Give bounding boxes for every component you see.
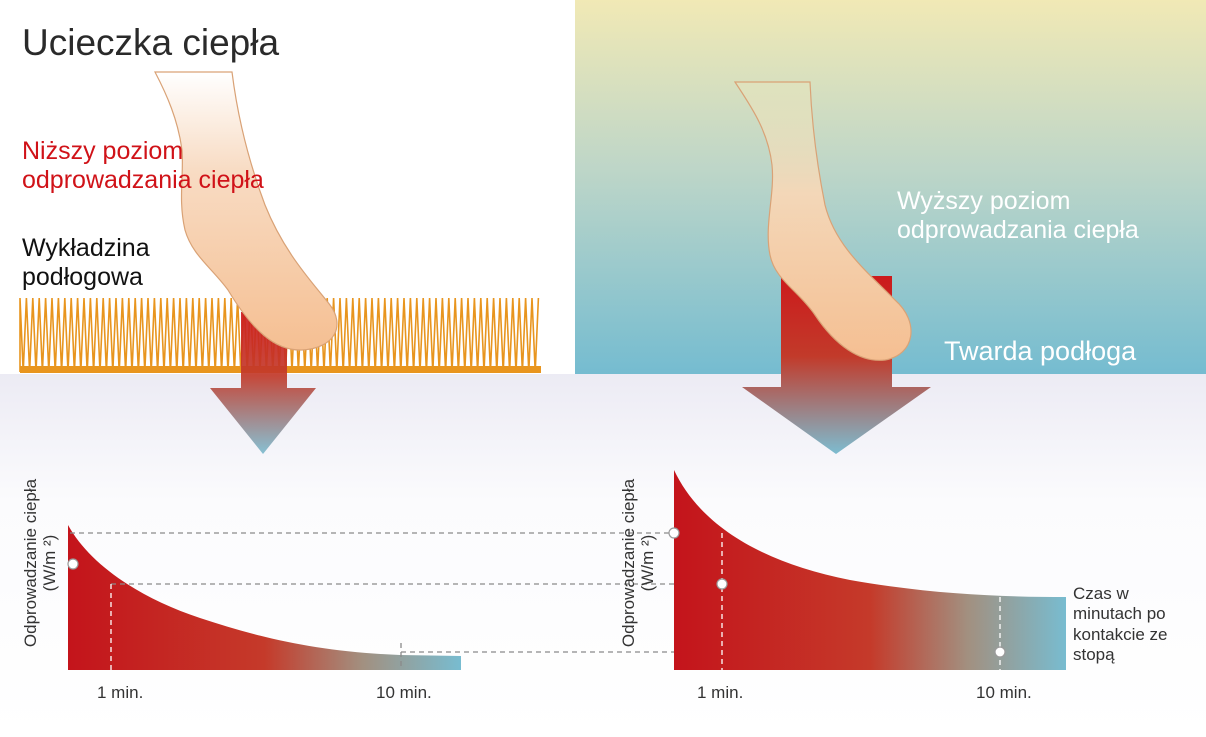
lower-background (0, 374, 1206, 737)
chart-left-y-label-line-1: Odprowadzanie ciepła (21, 478, 40, 648)
time-axis-label: Czas w minutach po kontakcie ze stopą (1073, 584, 1193, 666)
carpet-label: Wykładzina podłogowa (22, 234, 150, 292)
chart-right-point-10min (994, 646, 1006, 658)
heat-arrow-left (210, 312, 316, 454)
chart-right-tick-10min: 10 min. (976, 683, 1032, 702)
foot-left-illustration (154, 71, 338, 351)
higher-heat-loss-label: Wyższy poziom odprowadzania ciepła (897, 187, 1139, 245)
lower-heat-loss-label: Niższy poziom odprowadzania ciepła (22, 137, 264, 195)
diagram-title: Ucieczka ciepła (22, 22, 280, 63)
higher-heat-loss-line-1: Wyższy poziom (897, 187, 1071, 215)
hard-floor-label: Twarda podłoga (944, 336, 1137, 366)
time-axis-label-line-2: minutach po (1073, 604, 1166, 624)
chart-left (67, 525, 1066, 670)
chart-right-point-peak (668, 527, 680, 539)
chart-left-y-label-line-2: (W/m ²) (39, 534, 59, 592)
time-axis-label-line-4: stopą (1073, 645, 1115, 665)
chart-left-y-axis-label: Odprowadzanie ciepła (W/m ²) (21, 458, 59, 668)
chart-left-tick-1min: 1 min. (97, 683, 144, 702)
chart-right-area (674, 470, 1066, 670)
foot-right-illustration (733, 81, 912, 361)
chart-right-y-axis-label: Odprowadzanie ciepła (W/m ²) (619, 458, 657, 668)
chart-right-y-label-line-2: (W/m ²) (637, 534, 657, 592)
chart-right-y-label-line-1: Odprowadzanie ciepła (619, 478, 638, 648)
lower-heat-loss-line-2: odprowadzania ciepła (22, 165, 264, 194)
chart-right-point-1min (716, 578, 728, 590)
higher-heat-loss-line-2: odprowadzania ciepła (897, 215, 1139, 244)
lower-heat-loss-line-1: Niższy poziom (22, 137, 184, 165)
time-axis-label-line-1: Czas w (1073, 584, 1129, 603)
chart-right (668, 470, 1066, 670)
chart-left-point (67, 558, 79, 570)
carpet-label-line-1: Wykładzina (22, 234, 150, 262)
time-axis-label-line-3: kontakcie ze (1073, 624, 1168, 644)
chart-left-area (68, 525, 461, 670)
chart-left-tick-10min: 10 min. (376, 683, 432, 702)
chart-right-tick-1min: 1 min. (697, 683, 744, 702)
carpet-label-line-2: podłogowa (22, 262, 143, 291)
